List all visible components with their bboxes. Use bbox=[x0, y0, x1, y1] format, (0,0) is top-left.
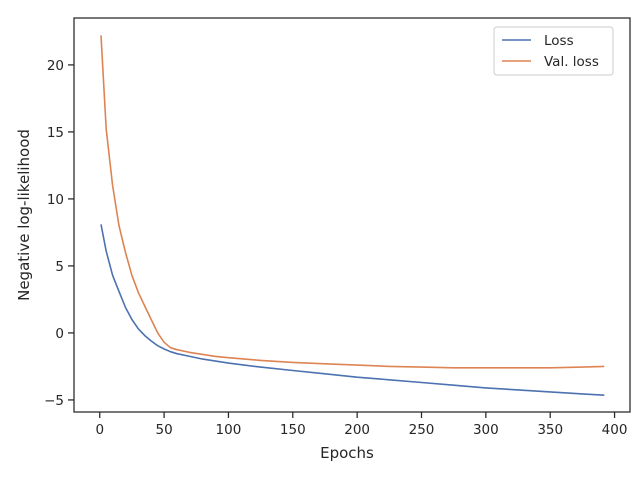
x-tick-label: 400 bbox=[602, 422, 628, 438]
legend-box bbox=[493, 26, 614, 76]
y-tick-label: 5 bbox=[55, 259, 64, 275]
legend-label: Loss bbox=[544, 33, 574, 49]
legend: Loss Val. loss bbox=[493, 26, 614, 76]
series-line-val-loss bbox=[100, 35, 605, 369]
axes-frame bbox=[73, 17, 631, 413]
x-tick-label: 0 bbox=[95, 422, 104, 438]
y-tick-label: −5 bbox=[44, 393, 64, 409]
y-tick-label: 0 bbox=[55, 326, 64, 342]
x-axis-label: Epochs bbox=[320, 444, 374, 462]
x-tick-label: 200 bbox=[344, 422, 370, 438]
y-tick-label: 20 bbox=[47, 58, 64, 74]
x-tick-label: 300 bbox=[473, 422, 499, 438]
series-line-loss bbox=[100, 224, 605, 396]
x-tick-label: 100 bbox=[216, 422, 242, 438]
x-tick-label: 50 bbox=[155, 422, 172, 438]
y-axis-label: Negative log-likelihood bbox=[15, 129, 33, 301]
x-tick-label: 150 bbox=[280, 422, 306, 438]
y-axis-ticks: −5 0 5 10 15 20 bbox=[44, 58, 74, 409]
x-tick-label: 350 bbox=[537, 422, 563, 438]
x-axis-ticks: 0 50 100 150 200 250 300 350 400 bbox=[95, 412, 627, 438]
y-tick-label: 10 bbox=[47, 192, 64, 208]
plot-lines bbox=[100, 35, 605, 396]
legend-label: Val. loss bbox=[544, 54, 599, 70]
x-tick-label: 250 bbox=[409, 422, 435, 438]
y-tick-label: 15 bbox=[47, 125, 64, 141]
